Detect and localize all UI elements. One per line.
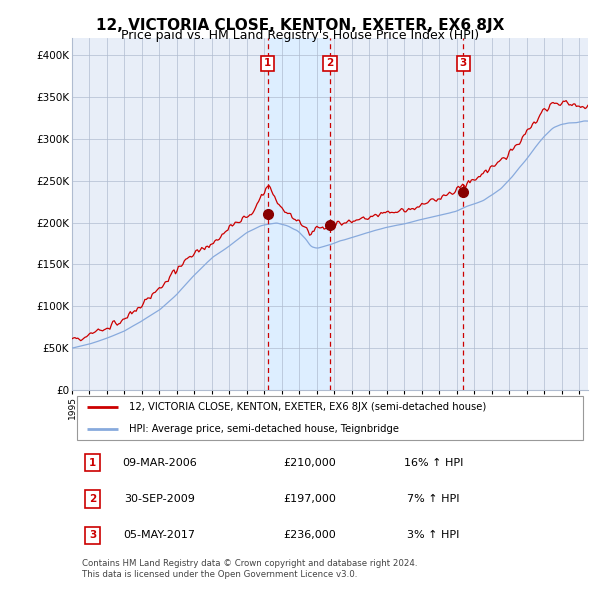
Text: Contains HM Land Registry data © Crown copyright and database right 2024.
This d: Contains HM Land Registry data © Crown c… <box>82 559 418 579</box>
Text: £236,000: £236,000 <box>283 530 336 540</box>
Text: 16% ↑ HPI: 16% ↑ HPI <box>404 458 463 468</box>
Bar <box>268 38 330 390</box>
Text: 2: 2 <box>89 494 96 504</box>
Text: 30-SEP-2009: 30-SEP-2009 <box>124 494 195 504</box>
Text: 1: 1 <box>264 58 271 68</box>
Text: 3: 3 <box>460 58 467 68</box>
Text: 09-MAR-2006: 09-MAR-2006 <box>122 458 197 468</box>
Text: 7% ↑ HPI: 7% ↑ HPI <box>407 494 460 504</box>
Text: 05-MAY-2017: 05-MAY-2017 <box>124 530 196 540</box>
Text: 3: 3 <box>89 530 96 540</box>
Text: 3% ↑ HPI: 3% ↑ HPI <box>407 530 460 540</box>
Text: 2: 2 <box>326 58 334 68</box>
Text: 12, VICTORIA CLOSE, KENTON, EXETER, EX6 8JX (semi-detached house): 12, VICTORIA CLOSE, KENTON, EXETER, EX6 … <box>129 402 486 412</box>
Text: 1: 1 <box>89 458 96 468</box>
Text: HPI: Average price, semi-detached house, Teignbridge: HPI: Average price, semi-detached house,… <box>129 424 399 434</box>
Text: £210,000: £210,000 <box>283 458 336 468</box>
FancyBboxPatch shape <box>77 396 583 440</box>
Text: Price paid vs. HM Land Registry's House Price Index (HPI): Price paid vs. HM Land Registry's House … <box>121 30 479 42</box>
Text: £197,000: £197,000 <box>283 494 336 504</box>
Text: 12, VICTORIA CLOSE, KENTON, EXETER, EX6 8JX: 12, VICTORIA CLOSE, KENTON, EXETER, EX6 … <box>96 18 504 32</box>
